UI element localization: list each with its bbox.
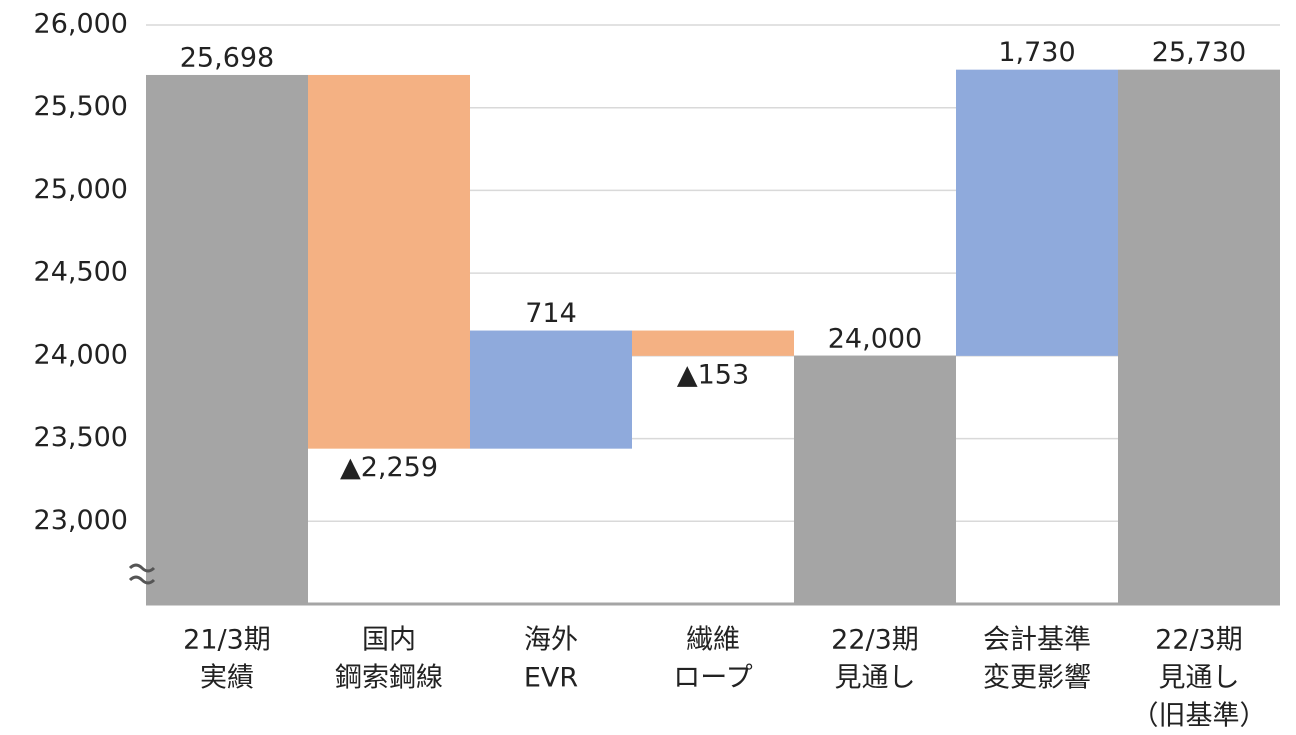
x-tick-label: 見通し — [1159, 663, 1240, 694]
bar — [956, 69, 1118, 356]
x-tick-label: EVR — [524, 663, 578, 694]
y-tick-label: 25,000 — [34, 174, 128, 205]
x-tick-label: （旧基準） — [1132, 701, 1267, 732]
y-tick-label: 24,000 — [34, 339, 128, 370]
x-tick-label: 22/3期 — [1155, 625, 1243, 656]
data-label: 1,730 — [998, 37, 1075, 68]
x-tick-label: 実績 — [200, 663, 254, 694]
bar — [308, 74, 470, 449]
x-tick-label: 会計基準 — [983, 625, 1091, 656]
x-tick-label: 鋼索鋼線 — [335, 663, 443, 694]
data-label: 24,000 — [828, 323, 922, 354]
x-tick-label: 22/3期 — [831, 625, 919, 656]
bar — [470, 330, 632, 449]
data-label: ▲2,259 — [340, 452, 438, 483]
x-tick-label: 海外 — [524, 625, 578, 656]
x-tick-label: 21/3期 — [183, 625, 271, 656]
x-tick-label: 国内 — [362, 625, 416, 656]
bar — [632, 330, 794, 356]
y-tick-label: 24,500 — [34, 257, 128, 288]
bar — [1118, 69, 1280, 604]
y-tick-label: 26,000 — [34, 9, 128, 40]
y-tick-label: 23,500 — [34, 422, 128, 453]
data-label: 714 — [525, 298, 577, 329]
x-tick-label: 変更影響 — [983, 663, 1091, 694]
bar — [146, 74, 308, 605]
y-tick-label: 23,000 — [34, 505, 128, 536]
data-label: 25,698 — [180, 42, 274, 73]
data-label: ▲153 — [677, 359, 749, 390]
x-tick-label: 繊維 — [686, 625, 740, 656]
x-tick-label: ロープ — [673, 663, 752, 694]
bar — [794, 355, 956, 604]
x-tick-label: 見通し — [835, 663, 916, 694]
axis-break — [128, 563, 156, 585]
y-tick-label: 25,500 — [34, 91, 128, 122]
data-label: 25,730 — [1152, 37, 1246, 68]
